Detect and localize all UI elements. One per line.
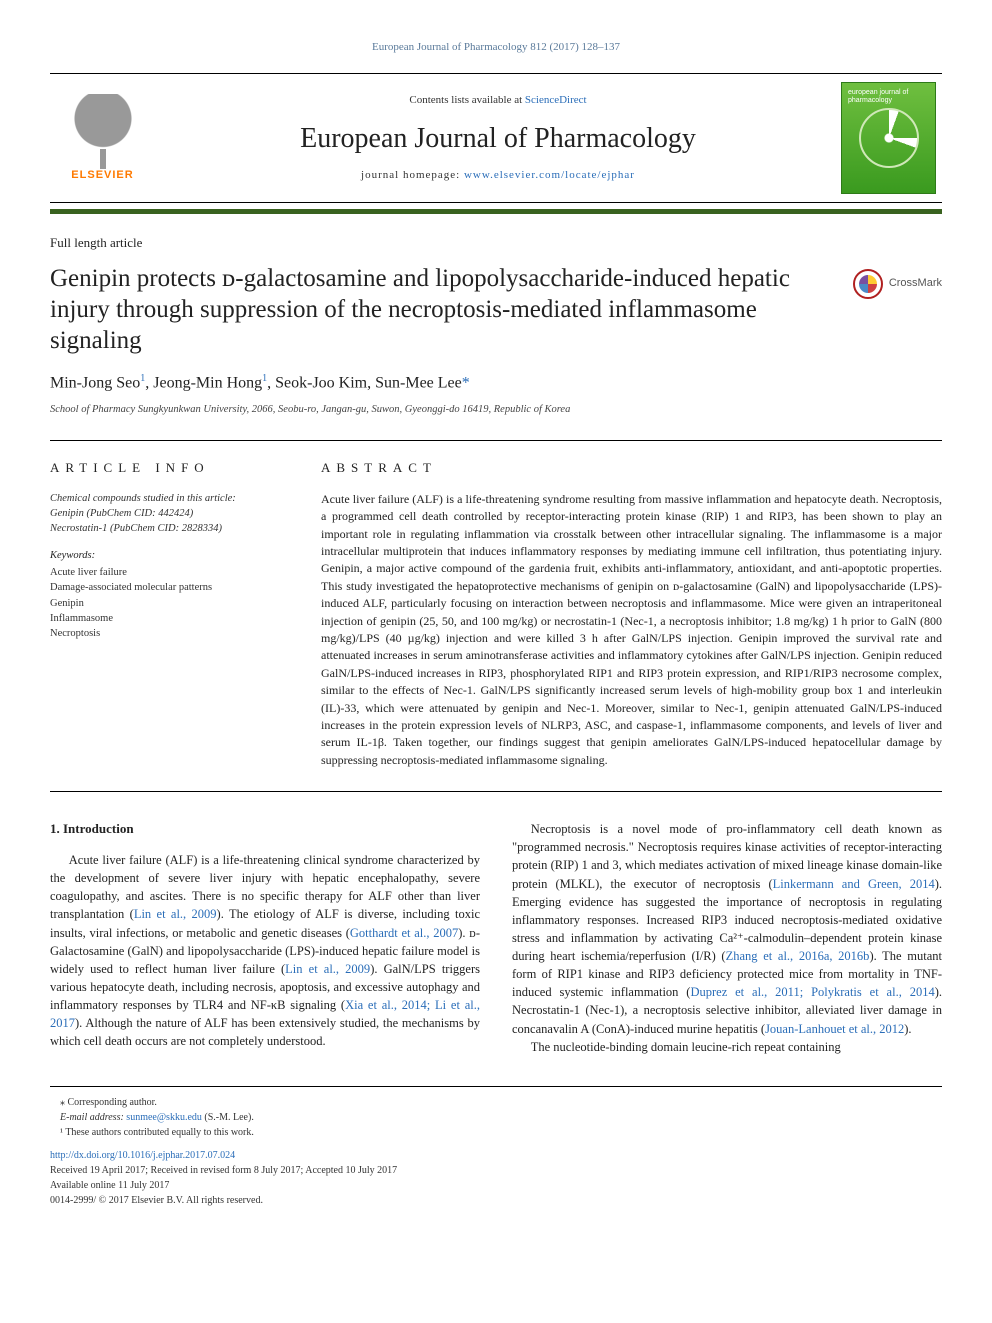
homepage-line: journal homepage: www.elsevier.com/locat…	[155, 168, 841, 183]
citation-link[interactable]: Gotthardt et al., 2007	[350, 926, 458, 940]
citation-link[interactable]: Lin et al., 2009	[134, 907, 217, 921]
keyword-item: Inflammasome	[50, 611, 285, 626]
doi-link[interactable]: http://dx.doi.org/10.1016/j.ejphar.2017.…	[50, 1148, 942, 1163]
abstract-head: ABSTRACT	[321, 459, 942, 477]
equal-contribution-note: ¹ These authors contributed equally to t…	[50, 1125, 942, 1140]
journal-name: European Journal of Pharmacology	[155, 119, 841, 158]
body-text: ). Although the nature of ALF has been e…	[50, 1016, 480, 1048]
email-line: E-mail address: sunmee@skku.edu (S.-M. L…	[50, 1110, 942, 1125]
keywords-head: Keywords:	[50, 549, 285, 564]
masthead-center: Contents lists available at ScienceDirec…	[155, 74, 841, 202]
section-number: 1.	[50, 821, 60, 836]
article-info-head: ARTICLE INFO	[50, 459, 285, 477]
compounds-head: Chemical compounds studied in this artic…	[50, 491, 285, 506]
history-line: Received 19 April 2017; Received in revi…	[50, 1163, 942, 1178]
abstract-column: ABSTRACT Acute liver failure (ALF) is a …	[321, 459, 942, 769]
running-head: European Journal of Pharmacology 812 (20…	[50, 40, 942, 55]
keyword-item: Acute liver failure	[50, 565, 285, 580]
body-paragraph: The nucleotide-binding domain leucine-ri…	[512, 1038, 942, 1056]
footer-block: ⁎ Corresponding author. E-mail address: …	[50, 1086, 942, 1208]
compound-item: Genipin (PubChem CID: 442424)	[50, 506, 285, 521]
body-columns: 1. Introduction Acute liver failure (ALF…	[50, 820, 942, 1056]
keyword-item: Genipin	[50, 596, 285, 611]
body-text: The nucleotide-binding domain leucine-ri…	[531, 1040, 841, 1054]
article-info-column: ARTICLE INFO Chemical compounds studied …	[50, 459, 285, 769]
contents-prefix: Contents lists available at	[409, 94, 524, 106]
abstract-text: Acute liver failure (ALF) is a life-thre…	[321, 491, 942, 769]
masthead: ELSEVIER Contents lists available at Sci…	[50, 73, 942, 203]
email-label: E-mail address:	[60, 1112, 126, 1123]
online-line: Available online 11 July 2017	[50, 1178, 942, 1193]
citation-link[interactable]: Zhang et al., 2016a, 2016b	[726, 949, 870, 963]
journal-cover-thumbnail: european journal of pharmacology	[841, 82, 936, 194]
citation-link[interactable]: Linkermann and Green, 2014	[773, 877, 935, 891]
crossmark-label: CrossMark	[889, 276, 942, 291]
author-email-link[interactable]: sunmee@skku.edu	[126, 1112, 202, 1123]
thick-rule	[50, 209, 942, 214]
keyword-item: Necroptosis	[50, 626, 285, 641]
keyword-item: Damage-associated molecular patterns	[50, 580, 285, 595]
homepage-prefix: journal homepage:	[361, 169, 464, 181]
corresponding-note: ⁎ Corresponding author.	[50, 1095, 942, 1110]
author-list: Min-Jong Seo1, Jeong-Min Hong1, Seok-Joo…	[50, 372, 942, 395]
citation-link[interactable]: Jouan-Lanhouet et al., 2012	[765, 1022, 904, 1036]
citation-link[interactable]: Lin et al., 2009	[285, 962, 370, 976]
homepage-link[interactable]: www.elsevier.com/locate/ejphar	[464, 169, 635, 181]
publisher-wordmark: ELSEVIER	[71, 168, 133, 183]
article-type: Full length article	[50, 234, 942, 252]
body-text: ).	[904, 1022, 911, 1036]
section-title: Introduction	[63, 821, 134, 836]
contents-line: Contents lists available at ScienceDirec…	[155, 93, 841, 108]
article-title: Genipin protects ᴅ-galactosamine and lip…	[50, 263, 837, 357]
meta-row: ARTICLE INFO Chemical compounds studied …	[50, 440, 942, 792]
compound-item: Necrostatin-1 (PubChem CID: 2828334)	[50, 521, 285, 536]
cover-swirl-icon	[859, 108, 919, 168]
cover-text: european journal of pharmacology	[848, 89, 929, 104]
elsevier-tree-icon	[73, 94, 133, 164]
body-paragraph: Necroptosis is a novel mode of pro-infla…	[512, 820, 942, 1038]
publisher-logo-box: ELSEVIER	[50, 74, 155, 202]
copyright-line: 0014-2999/ © 2017 Elsevier B.V. All righ…	[50, 1193, 942, 1208]
crossmark-icon	[853, 269, 883, 299]
sciencedirect-link[interactable]: ScienceDirect	[525, 94, 587, 106]
affiliation: School of Pharmacy Sungkyunkwan Universi…	[50, 403, 942, 418]
crossmark-widget[interactable]: CrossMark	[853, 269, 942, 299]
body-paragraph: Acute liver failure (ALF) is a life-thre…	[50, 851, 480, 1050]
section-heading: 1. Introduction	[50, 820, 480, 839]
citation-link[interactable]: Duprez et al., 2011; Polykratis et al., …	[690, 985, 934, 999]
email-suffix: (S.-M. Lee).	[202, 1112, 254, 1123]
